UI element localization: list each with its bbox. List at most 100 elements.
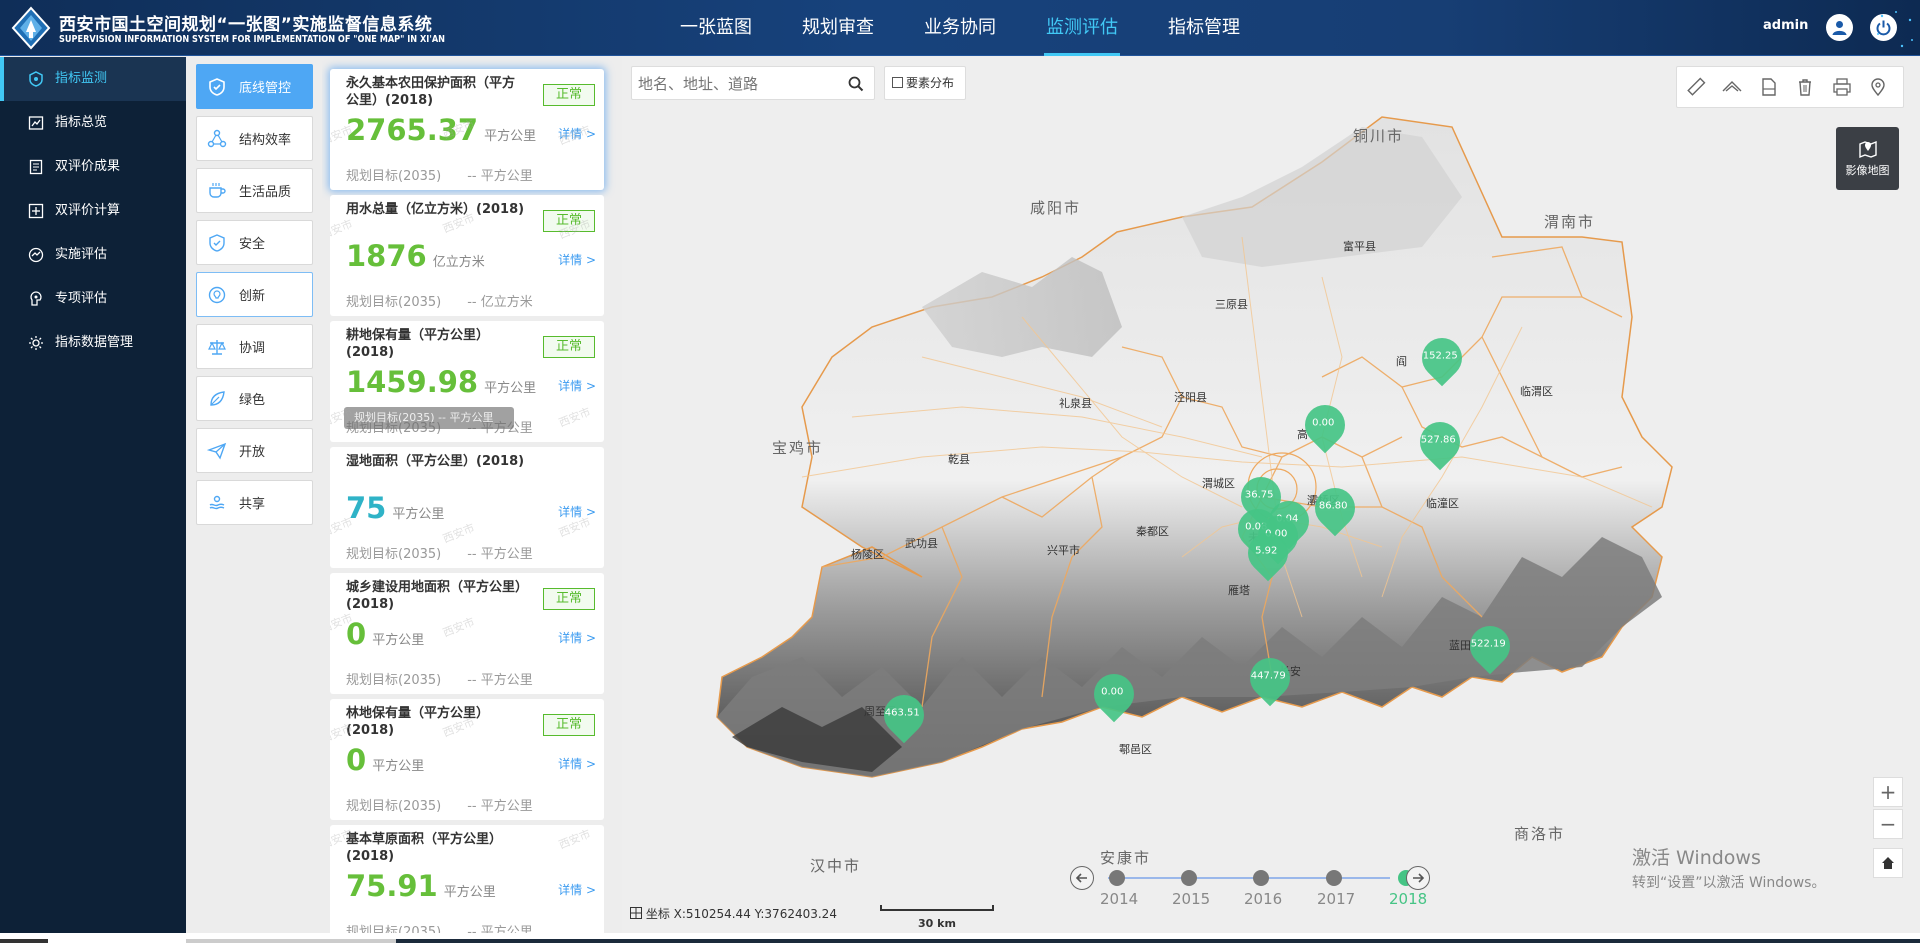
calculate-icon — [28, 203, 44, 219]
status-badge: 正常 — [543, 84, 595, 106]
indicator-card[interactable]: 永久基本农田保护面积（平方公里）(2018) 正常 2765.37 平方公里 详情… — [330, 69, 604, 190]
measure-distance-button[interactable] — [1683, 75, 1708, 100]
card-target: 规划目标(2035) -- 平方公里 — [346, 543, 533, 562]
logout-button[interactable] — [1870, 14, 1897, 41]
category-structure[interactable]: 结构效率 — [196, 116, 313, 161]
card-target: 规划目标(2035) -- 平方公里 — [346, 795, 533, 814]
activation-title: 激活 Windows — [1632, 847, 1761, 869]
timeline-dot[interactable] — [1181, 870, 1197, 886]
indicator-card[interactable]: 基本草原面积（平方公里）(2018) 75.91 平方公里 详情 > 规划目标(2… — [330, 825, 604, 933]
district-label: 富平县 — [1343, 240, 1376, 253]
map-view[interactable]: 要素分布 影像地图 铜川市 咸阳市 渭南市 宝鸡市 汉中市 安康市 商洛市 富平… — [622, 57, 1920, 933]
print-button[interactable] — [1829, 75, 1854, 100]
paper-plane-icon — [207, 442, 227, 460]
detail-link[interactable]: 详情 > — [558, 505, 596, 519]
user-icon — [1832, 21, 1847, 35]
city-label: 安康市 — [1100, 849, 1152, 867]
special-assessment-icon — [30, 291, 42, 306]
detail-link[interactable]: 详情 > — [558, 127, 596, 141]
arrow-right-icon — [1413, 873, 1425, 883]
sidebar-item-overview[interactable]: 指标总览 — [0, 101, 186, 145]
horizontal-scrollbar[interactable] — [0, 933, 1920, 943]
status-badge: 正常 — [543, 714, 595, 736]
timeline-dot[interactable] — [1326, 870, 1342, 886]
sidebar-item-indicator-monitor[interactable]: 指标监测 — [0, 57, 186, 101]
decorative-dots — [1872, 6, 1916, 50]
image-map-label: 影像地图 — [1845, 164, 1890, 177]
card-unit: 平方公里 — [484, 129, 537, 144]
detail-link[interactable]: 详情 > — [558, 631, 596, 645]
clear-button[interactable] — [1793, 75, 1818, 100]
app-header: 西安市国土空间规划“一张图”实施监督信息系统 SUPERVISION INFOR… — [0, 0, 1920, 56]
card-title: 湿地面积（平方公里）(2018) — [346, 454, 525, 469]
nav-plan-review[interactable]: 规划审查 — [802, 17, 874, 38]
timeline-year[interactable]: 2015 — [1172, 890, 1211, 908]
indicator-card[interactable]: 林地保有量（平方公里）(2018) 正常 0 平方公里 详情 > 规划目标(203… — [330, 699, 604, 820]
sidebar-item-dual-eval-results[interactable]: 双评价成果 — [0, 145, 186, 189]
category-green[interactable]: 绿色 — [196, 376, 313, 421]
detail-link[interactable]: 详情 > — [558, 757, 596, 771]
user-profile-button[interactable] — [1826, 14, 1853, 41]
detail-link[interactable]: 详情 > — [558, 379, 596, 393]
category-coordination[interactable]: 协调 — [196, 324, 313, 369]
sidebar-item-special-eval[interactable]: 专项评估 — [0, 277, 186, 321]
indicator-card[interactable]: 城乡建设用地面积（平方公里）(2018) 正常 0 平方公里 详情 > 规划目标(… — [330, 573, 604, 694]
card-value-number: 2765.37 — [346, 113, 479, 147]
search-icon[interactable] — [848, 76, 864, 92]
category-open[interactable]: 开放 — [196, 428, 313, 473]
timeline-dot[interactable] — [1253, 870, 1269, 886]
timeline-year[interactable]: 2017 — [1317, 890, 1356, 908]
structure-icon — [207, 129, 227, 147]
timeline-prev-button[interactable] — [1070, 866, 1094, 890]
image-map-toggle[interactable]: 影像地图 — [1836, 127, 1899, 190]
nav-collaboration[interactable]: 业务协同 — [924, 17, 996, 38]
category-bottom-line[interactable]: 底线管控 — [196, 64, 313, 109]
indicator-card[interactable]: 耕地保有量（平方公里）(2018) 正常 1459.98 平方公里 详情 > 规划… — [330, 321, 604, 442]
district-label: 临潼区 — [1426, 497, 1459, 510]
timeline-year[interactable]: 2014 — [1100, 890, 1139, 908]
detail-link[interactable]: 详情 > — [558, 253, 596, 267]
location-pin-icon — [1871, 78, 1885, 97]
sidebar-item-dual-eval-calc[interactable]: 双评价计算 — [0, 189, 186, 233]
sidebar-item-label: 专项评估 — [55, 291, 108, 306]
ruler-icon — [1686, 77, 1705, 96]
username[interactable]: admin — [1763, 18, 1809, 33]
nav-blueprint[interactable]: 一张蓝图 — [680, 17, 752, 38]
indicator-card[interactable]: 用水总量（亿立方米）(2018) 正常 1876 亿立方米 详情 > 规划目标(2… — [330, 195, 604, 316]
card-unit: 平方公里 — [372, 759, 425, 774]
export-button[interactable] — [1756, 75, 1781, 100]
zoom-in-button[interactable]: + — [1873, 777, 1903, 807]
element-distribution-toggle[interactable]: 要素分布 — [884, 66, 966, 100]
card-value: 1876 亿立方米 — [346, 239, 485, 280]
category-share[interactable]: 共享 — [196, 480, 313, 525]
measure-area-button[interactable] — [1720, 75, 1745, 100]
category-safety[interactable]: 安全 — [196, 220, 313, 265]
category-innovation[interactable]: 创新 — [196, 272, 313, 317]
checkbox[interactable] — [892, 77, 903, 88]
timeline-dot[interactable] — [1109, 870, 1125, 886]
target-value: -- 平方公里 — [467, 547, 533, 562]
indicator-card[interactable]: 湿地面积（平方公里）(2018) 75 平方公里 详情 > 规划目标(2035) -… — [330, 447, 604, 568]
locate-button[interactable] — [1866, 75, 1891, 100]
district-label: 阎 — [1396, 355, 1407, 368]
sidebar-item-implementation-eval[interactable]: 实施评估 — [0, 233, 186, 277]
timeline-next-button[interactable] — [1406, 866, 1430, 890]
nav-monitoring[interactable]: 监测评估 — [1044, 0, 1120, 56]
map-pin-icon — [1858, 140, 1877, 159]
detail-link[interactable]: 详情 > — [558, 883, 596, 897]
power-icon — [1876, 20, 1891, 36]
card-value: 2765.37 平方公里 — [346, 113, 536, 154]
watermark: 西安市 — [440, 615, 477, 640]
card-title: 城乡建设用地面积（平方公里）(2018) — [346, 580, 522, 612]
category-life-quality[interactable]: 生活品质 — [196, 168, 313, 213]
search-input[interactable] — [638, 73, 838, 95]
home-button[interactable] — [1873, 848, 1903, 878]
timeline-year-active[interactable]: 2018 — [1389, 890, 1428, 908]
balance-icon — [208, 339, 226, 355]
category-label: 绿色 — [239, 393, 266, 408]
timeline-year[interactable]: 2016 — [1244, 890, 1283, 908]
zoom-out-button[interactable]: − — [1873, 809, 1903, 839]
scrollbar-thumb[interactable] — [186, 939, 396, 943]
nav-indicator-management[interactable]: 指标管理 — [1168, 17, 1240, 38]
sidebar-item-data-management[interactable]: 指标数据管理 — [0, 321, 186, 365]
